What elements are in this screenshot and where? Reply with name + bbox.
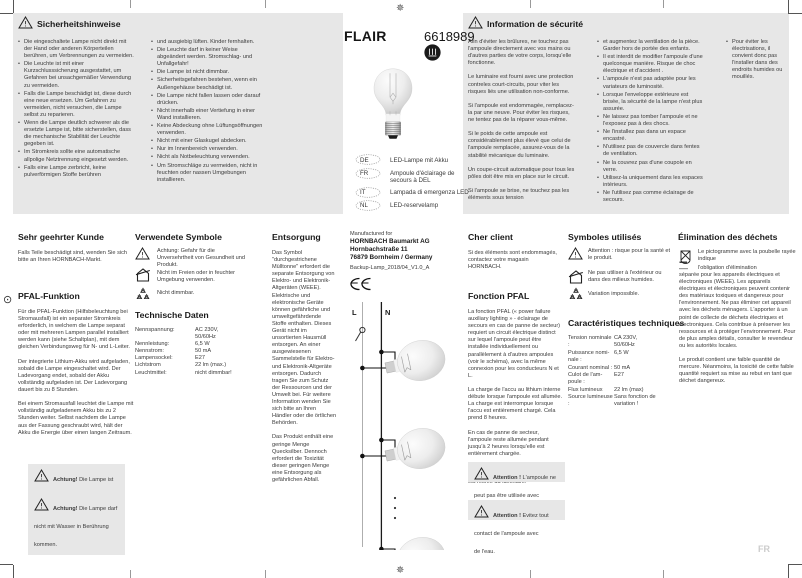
svg-text:N: N: [385, 308, 390, 317]
svg-text:L: L: [352, 308, 357, 317]
